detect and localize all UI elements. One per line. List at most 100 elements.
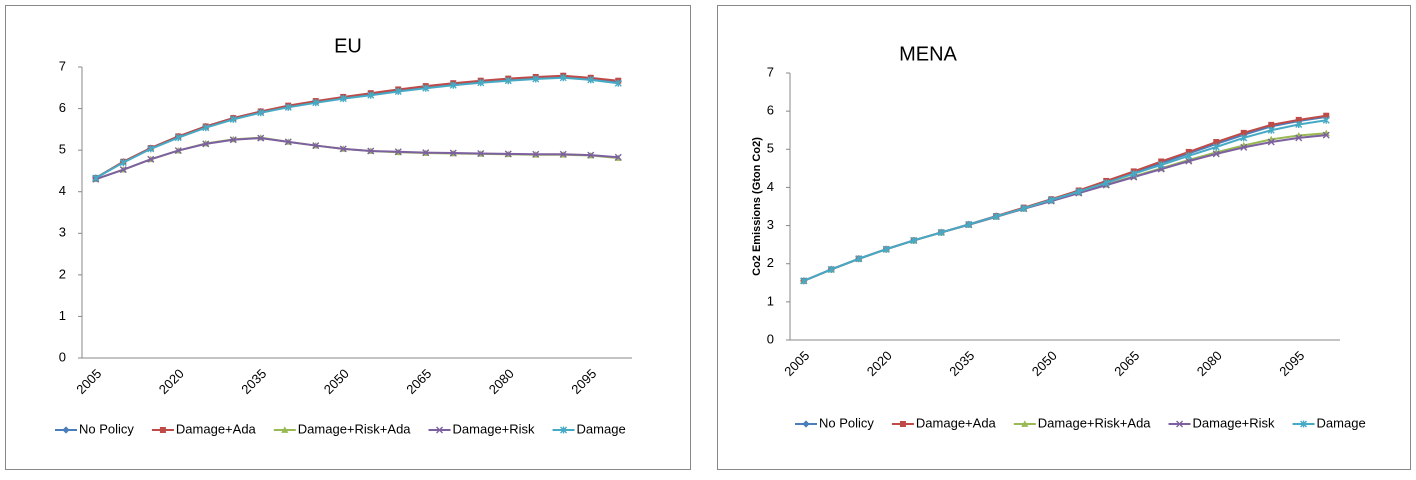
- marker: [367, 91, 375, 99]
- y-axis-label: Co2 Emissions (Gton Co2): [751, 137, 763, 276]
- y-tick-label: 0: [59, 349, 66, 364]
- marker: [882, 245, 890, 253]
- marker: [257, 109, 265, 117]
- x-tick-label: 2005: [73, 366, 104, 397]
- marker: [147, 155, 155, 163]
- x-tick-label: 2035: [238, 366, 269, 397]
- y-tick-label: 1: [767, 293, 774, 308]
- marker: [1021, 420, 1029, 427]
- x-tick-label: 2095: [1276, 348, 1307, 379]
- x-tick-label: 2050: [1029, 348, 1060, 379]
- marker: [394, 88, 402, 96]
- panel-frame: [5, 5, 691, 470]
- marker: [422, 84, 430, 92]
- marker: [1212, 150, 1220, 158]
- y-tick-label: 1: [59, 308, 66, 323]
- legend-label: No Policy: [79, 421, 134, 436]
- marker: [202, 140, 210, 148]
- legend-label: Damage+Risk+Ada: [1038, 415, 1151, 430]
- marker: [802, 420, 810, 428]
- marker: [159, 427, 166, 433]
- y-tick-label: 6: [767, 103, 774, 118]
- marker: [92, 174, 100, 182]
- marker: [559, 150, 567, 158]
- marker: [965, 220, 973, 228]
- marker: [910, 236, 918, 244]
- marker: [614, 153, 622, 161]
- panel-frame: [717, 5, 1411, 470]
- x-tick-label: 2080: [1194, 348, 1225, 379]
- legend-label: Damage+Ada: [916, 415, 997, 430]
- y-tick-label: 2: [767, 255, 774, 270]
- marker: [367, 147, 375, 155]
- marker: [1267, 138, 1275, 146]
- marker: [992, 212, 1000, 220]
- marker: [1295, 120, 1303, 128]
- x-tick-label: 2005: [781, 348, 812, 379]
- marker: [257, 134, 265, 142]
- y-tick-label: 5: [767, 141, 774, 156]
- marker: [937, 228, 945, 236]
- marker: [281, 426, 289, 433]
- marker: [422, 149, 430, 157]
- y-tick-label: 0: [767, 331, 774, 346]
- marker: [312, 99, 320, 107]
- marker: [1212, 143, 1220, 151]
- series-line: [95, 76, 619, 179]
- marker: [1185, 148, 1192, 155]
- marker: [284, 138, 292, 146]
- legend-label: Damage+Risk: [1193, 415, 1276, 430]
- marker: [1102, 179, 1110, 187]
- series-line: [95, 75, 619, 179]
- x-tick-label: 2050: [321, 366, 352, 397]
- marker: [827, 265, 835, 273]
- y-tick-label: 4: [767, 179, 774, 194]
- y-tick-label: 3: [767, 217, 774, 232]
- marker: [532, 75, 540, 83]
- marker: [202, 124, 210, 132]
- marker: [174, 147, 182, 155]
- marker: [339, 145, 347, 153]
- marker: [1322, 131, 1330, 139]
- marker: [119, 159, 127, 167]
- marker: [1240, 129, 1247, 136]
- marker: [560, 426, 568, 434]
- series-line: [803, 119, 1327, 282]
- marker: [1213, 139, 1220, 146]
- marker: [1267, 126, 1275, 134]
- marker: [477, 149, 485, 157]
- marker: [229, 136, 237, 144]
- marker: [800, 277, 808, 285]
- chart-title: EU: [334, 35, 362, 57]
- marker: [1130, 170, 1138, 178]
- chart-title: MENA: [899, 43, 957, 65]
- legend-label: Damage+Risk: [453, 421, 536, 436]
- marker: [504, 150, 512, 158]
- series-line: [95, 136, 619, 181]
- marker: [1020, 204, 1028, 212]
- marker: [1322, 116, 1330, 124]
- legend-label: Damage+Ada: [176, 421, 257, 436]
- marker: [147, 145, 155, 153]
- marker: [229, 115, 237, 123]
- marker: [614, 79, 622, 87]
- marker: [174, 134, 182, 142]
- marker: [1240, 134, 1248, 142]
- x-tick-label: 2020: [156, 366, 187, 397]
- y-tick-label: 3: [59, 225, 66, 240]
- marker: [855, 255, 863, 263]
- marker: [1185, 152, 1193, 160]
- y-tick-label: 4: [59, 183, 66, 198]
- marker: [1075, 188, 1083, 196]
- series-line: [95, 137, 619, 181]
- marker: [62, 426, 70, 434]
- series-line: [803, 134, 1327, 282]
- series-line: [95, 74, 619, 179]
- y-tick-label: 5: [59, 142, 66, 157]
- marker: [1268, 121, 1275, 128]
- marker: [587, 151, 595, 159]
- x-tick-label: 2065: [403, 366, 434, 397]
- y-tick-label: 6: [59, 100, 66, 115]
- x-tick-label: 2095: [568, 366, 599, 397]
